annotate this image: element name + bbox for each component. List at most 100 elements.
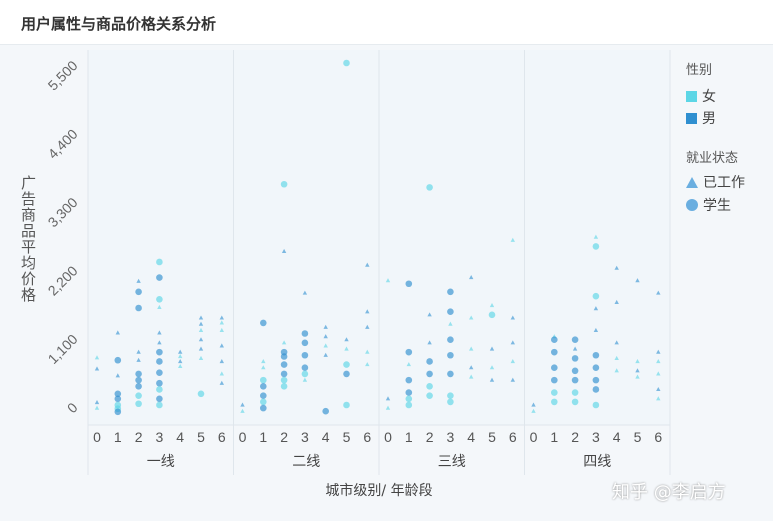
data-point-working	[344, 346, 349, 351]
data-point-working	[365, 309, 370, 314]
data-point-working	[198, 346, 204, 351]
data-point-working	[219, 380, 224, 385]
data-point-working	[198, 321, 204, 326]
x-tick-label: 0	[93, 429, 101, 445]
data-point-working	[656, 396, 661, 401]
data-point-student	[571, 336, 579, 344]
data-point-working	[136, 278, 141, 283]
data-point-working	[510, 237, 515, 242]
panel-label: 三线	[438, 454, 466, 470]
data-point-working	[219, 371, 224, 376]
data-point-working	[489, 377, 495, 382]
data-point-student	[447, 392, 454, 399]
data-point-working	[427, 312, 432, 317]
legend-item-working[interactable]: 已工作	[686, 172, 745, 192]
data-point-working	[656, 290, 661, 295]
legend-status-title: 就业状态	[686, 151, 739, 166]
data-point-student	[301, 364, 309, 371]
data-point-working	[531, 408, 536, 413]
data-point-working	[614, 355, 619, 360]
data-point-student	[405, 389, 413, 396]
data-point-working	[281, 340, 287, 345]
data-point-student	[571, 367, 579, 375]
data-point-student	[135, 383, 142, 390]
data-point-working	[157, 304, 162, 309]
data-point-student	[114, 395, 122, 403]
data-point-student	[405, 348, 413, 356]
data-point-working	[198, 315, 204, 320]
data-point-student	[571, 389, 579, 396]
legend-label: 女	[702, 89, 716, 105]
x-tick-label: 5	[488, 429, 496, 445]
data-point-working	[469, 315, 474, 320]
data-point-student	[488, 311, 496, 319]
data-point-working	[593, 306, 599, 311]
panel-label: 四线	[583, 454, 611, 470]
data-point-working	[469, 346, 474, 351]
data-point-working	[219, 327, 224, 332]
data-point-student	[114, 356, 122, 364]
data-point-student	[551, 364, 558, 371]
data-point-student	[280, 353, 288, 360]
x-tick-label: 6	[509, 429, 517, 445]
x-tick-label: 2	[135, 429, 143, 445]
data-point-student	[156, 348, 163, 356]
data-point-working	[385, 278, 391, 283]
male-swatch-icon	[686, 112, 697, 124]
x-tick-label: 4	[176, 429, 184, 445]
data-point-working	[240, 408, 245, 413]
watermark: 知乎 @李启方	[612, 482, 726, 503]
data-point-student	[135, 370, 142, 378]
legend-item-female[interactable]: 女	[686, 86, 716, 106]
title-bar: 用户属性与商品价格关系分析	[0, 0, 773, 45]
data-point-working	[219, 320, 224, 325]
data-point-student	[301, 330, 309, 337]
data-point-working	[614, 340, 619, 345]
legend-item-student[interactable]: 学生	[686, 195, 731, 215]
data-point-student	[156, 369, 163, 376]
data-point-student	[426, 392, 433, 399]
data-point-student	[592, 364, 600, 371]
y-tick-label: 2,200	[45, 262, 81, 298]
data-point-working	[323, 343, 328, 348]
data-point-working	[240, 402, 245, 407]
data-point-working	[635, 374, 640, 379]
data-point-student	[156, 258, 163, 266]
x-tick-label: 5	[634, 429, 642, 445]
legend-label: 已工作	[703, 175, 745, 191]
data-point-working	[656, 386, 661, 392]
data-point-student	[592, 386, 600, 393]
data-point-working	[157, 340, 162, 345]
data-point-working	[448, 321, 453, 326]
data-point-working	[635, 278, 640, 283]
data-point-student	[551, 376, 558, 384]
x-tick-label: 1	[550, 429, 558, 445]
data-point-working	[635, 358, 640, 364]
data-point-student	[571, 376, 579, 384]
data-point-student	[343, 361, 350, 368]
data-point-student	[447, 308, 454, 316]
data-point-working	[94, 355, 100, 360]
data-point-student	[592, 376, 600, 384]
data-point-student	[156, 395, 163, 403]
legend-label: 男	[702, 111, 716, 127]
x-tick-label: 1	[405, 429, 413, 445]
data-point-student	[301, 370, 309, 378]
data-point-student	[156, 358, 163, 365]
data-point-working	[531, 402, 536, 407]
y-tick-label: 4,400	[45, 126, 81, 162]
data-point-working	[344, 337, 349, 342]
data-point-student	[447, 351, 454, 359]
data-point-working	[178, 353, 183, 359]
data-point-working	[469, 374, 474, 379]
legend-item-male[interactable]: 男	[686, 108, 716, 128]
data-point-working	[302, 290, 308, 295]
legend-gender-title: 性别	[686, 63, 713, 78]
data-point-student	[260, 319, 267, 327]
x-tick-label: 4	[467, 429, 475, 445]
data-point-working	[510, 315, 515, 320]
data-point-student	[260, 383, 267, 390]
x-tick-label: 2	[426, 429, 434, 445]
data-point-student	[343, 59, 350, 67]
x-tick-label: 0	[239, 429, 247, 445]
